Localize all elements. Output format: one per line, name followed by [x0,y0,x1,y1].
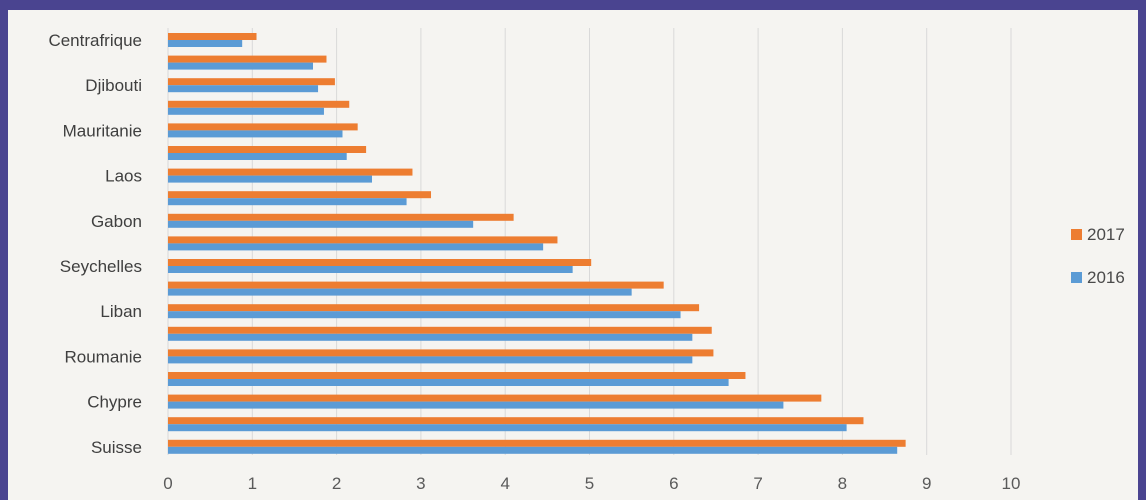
bar-2016-0 [168,40,243,47]
y-category-label-4: Mauritanie [63,121,142,140]
bar-2017-13 [168,326,712,334]
bar-2017-4 [168,123,358,131]
legend-label-2016: 2016 [1087,268,1125,287]
bar-2016-15 [168,379,729,386]
y-category-labels: Centrafrique Djibouti Mauritanie Laos Gabon S… [48,31,142,457]
x-tick-label-10: 10 [1002,474,1021,493]
bar-2017-18 [168,439,906,447]
bar-2016-13 [168,333,693,341]
x-tick-label-4: 4 [500,474,509,493]
y-category-label-10: Seychelles [60,257,142,276]
x-tick-label-7: 7 [753,474,762,493]
bar-2017-6 [168,168,413,176]
bar-2017-16 [168,394,822,402]
bar-2016-10 [168,266,573,273]
bar-2017-8 [168,213,514,221]
x-tick-label-2: 2 [332,474,341,493]
bar-2016-14 [168,356,693,364]
bar-chart: 0 1 2 3 4 5 6 7 8 9 10 Centrafrique Djibouti Maurita… [48,28,1125,493]
legend: 2017 2016 [1071,225,1125,287]
x-tick-label-0: 0 [163,474,172,493]
y-category-label-6: Laos [105,167,142,186]
bar-2016-11 [168,288,632,296]
bar-2017-15 [168,372,746,379]
bar-2016-2 [168,85,319,93]
x-tick-labels: 0 1 2 3 4 5 6 7 8 9 10 [163,474,1020,493]
x-tick-label-1: 1 [248,474,257,493]
bar-2016-4 [168,130,343,138]
legend-swatch-2017 [1071,229,1082,240]
bar-2017-14 [168,349,714,357]
bar-2017-10 [168,259,592,266]
chart-frame: 0 1 2 3 4 5 6 7 8 9 10 Centrafrique Djibouti Maurita… [8,10,1138,500]
bar-2016-16 [168,401,784,409]
bar-2016-6 [168,175,373,183]
bar-2017-12 [168,304,700,312]
bar-2016-5 [168,153,347,160]
x-tick-label-9: 9 [922,474,931,493]
x-tick-label-5: 5 [585,474,594,493]
bars-group [168,33,906,454]
bar-2017-2 [168,78,335,86]
y-category-label-2: Djibouti [85,76,142,95]
y-category-label-16: Chypre [87,393,142,412]
x-tick-label-8: 8 [838,474,847,493]
bar-2017-1 [168,55,327,63]
bar-2016-17 [168,424,847,432]
y-category-label-18: Suisse [91,438,142,457]
bar-2016-8 [168,220,474,228]
x-tick-label-3: 3 [416,474,425,493]
y-category-label-8: Gabon [91,212,142,231]
y-category-label-14: Roumanie [65,347,143,366]
y-category-label-0: Centrafrique [48,31,142,50]
bar-2017-0 [168,33,257,40]
legend-swatch-2016 [1071,272,1082,283]
bar-2017-3 [168,100,350,108]
bar-2016-3 [168,107,324,115]
legend-label-2017: 2017 [1087,225,1125,244]
bar-2017-5 [168,146,367,153]
bar-2016-7 [168,198,407,206]
y-category-label-12: Liban [100,302,142,321]
bar-2017-17 [168,417,864,425]
bar-2016-9 [168,243,544,251]
bar-2017-9 [168,236,558,244]
bar-2017-7 [168,191,432,199]
x-tick-label-6: 6 [669,474,678,493]
bar-2016-18 [168,446,898,454]
bar-2017-11 [168,281,664,289]
bar-2016-1 [168,62,313,70]
bar-2016-12 [168,311,681,319]
